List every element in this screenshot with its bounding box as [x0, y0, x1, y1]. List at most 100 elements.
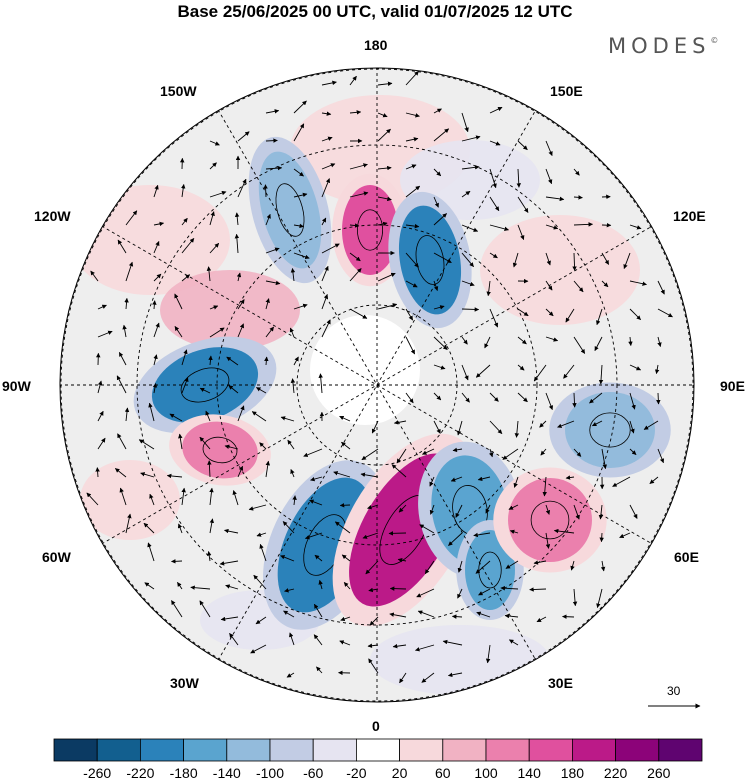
wind-arrow [514, 420, 520, 438]
wind-arrow [478, 588, 491, 596]
wind-arrow [304, 532, 323, 540]
wind-arrow [116, 375, 127, 394]
wind-arrow [321, 80, 337, 86]
wind-arrow [489, 106, 503, 114]
wind-arrow [422, 448, 435, 455]
wind-arrow [220, 616, 239, 622]
colorbar-swatch [96, 738, 141, 762]
wind-arrow [293, 252, 310, 260]
wind-arrow [623, 252, 631, 270]
wind-arrow [282, 521, 295, 534]
wind-arrow [199, 387, 211, 394]
wind-arrow [237, 323, 245, 338]
wind-arrow [219, 560, 239, 566]
colorbar-swatch [312, 738, 357, 762]
wind-arrow [181, 274, 191, 282]
wind-arrow [448, 532, 463, 546]
wind-arrow [405, 70, 419, 86]
wind-arrow [237, 465, 244, 478]
wind-arrow [489, 140, 501, 146]
wind-arrow [405, 223, 420, 229]
wind-arrow [250, 644, 267, 654]
wind-arrow [349, 163, 368, 170]
wind-arrow [405, 308, 414, 321]
wind-arrow [205, 410, 211, 422]
wind-arrow [433, 108, 442, 114]
wind-arrow [389, 612, 407, 618]
wind-arrow [489, 252, 498, 259]
colorbar-swatch [269, 738, 314, 762]
wind-arrow [293, 168, 304, 177]
wind-arrow [533, 560, 547, 565]
wind-arrow [321, 217, 327, 226]
wind-arrow [153, 322, 160, 338]
wind-arrow [619, 532, 631, 538]
wind-arrow [417, 610, 435, 618]
wind-arrow [629, 420, 635, 434]
map-border [59, 67, 695, 703]
wind-arrow [265, 460, 271, 478]
wind-arrow [259, 442, 267, 450]
wind-arrow [190, 585, 211, 590]
wind-arrow [293, 356, 299, 366]
anomaly-wash [160, 270, 300, 350]
wind-arrow [234, 233, 240, 254]
colorbar-tick-label: 20 [391, 765, 408, 781]
wind-arrow [251, 411, 267, 422]
colorbar [53, 738, 703, 762]
wind-arrow [209, 518, 215, 534]
wind-arrow [500, 585, 519, 591]
wind-arrow [224, 444, 239, 450]
wind-arrow [399, 672, 407, 684]
wind-arrow [429, 476, 435, 487]
wind-arrow [321, 178, 331, 198]
wind-arrow [147, 542, 155, 562]
wind-arrow [97, 380, 103, 394]
wind-arrow [629, 224, 642, 230]
wind-arrow [341, 441, 351, 450]
wind-arrow [143, 522, 155, 534]
wind-arrow [457, 588, 463, 599]
wind-arrow [405, 185, 421, 198]
wind-arrow [405, 164, 417, 170]
anomaly-center [549, 382, 671, 478]
wind-arrow [303, 448, 323, 457]
wind-arrow [369, 616, 379, 626]
wind-arrow [461, 252, 474, 268]
wind-arrow [489, 420, 503, 435]
wind-arrow [171, 600, 183, 618]
wind-arrow [174, 326, 183, 338]
wind-arrow [596, 588, 603, 609]
wind-arrow [397, 557, 407, 563]
wind-arrow [166, 473, 183, 479]
wind-arrow [601, 448, 607, 470]
wind-arrow [333, 471, 351, 478]
wind-arrow [209, 140, 220, 146]
wind-arrow [237, 405, 245, 422]
wind-arrow [540, 448, 547, 456]
wind-arrow [433, 196, 439, 208]
colorbar-tick-label: 140 [517, 765, 541, 781]
wind-arrow [318, 579, 323, 590]
wind-arrow [148, 402, 155, 422]
wind-arrow [416, 588, 435, 598]
wind-arrow [415, 644, 435, 652]
wind-arrow [461, 392, 470, 403]
lon-label-60e: 60E [674, 549, 699, 565]
anomaly-center [493, 467, 607, 573]
wind-arrow [153, 221, 165, 227]
wind-arrow [293, 303, 308, 310]
wind-arrow [361, 448, 379, 461]
wind-arrow [236, 272, 242, 282]
wind-arrow [341, 554, 351, 562]
wind-arrow [118, 351, 127, 366]
wind-arrow [489, 392, 499, 402]
wind-arrow [321, 265, 329, 282]
wind-arrow [629, 392, 636, 410]
wind-arrow [349, 110, 362, 115]
colorbar-swatch [658, 738, 703, 762]
wind-arrow [476, 611, 491, 618]
lon-label-90w: 90W [2, 378, 31, 394]
wind-arrow [433, 420, 441, 434]
wind-arrow [321, 243, 340, 254]
